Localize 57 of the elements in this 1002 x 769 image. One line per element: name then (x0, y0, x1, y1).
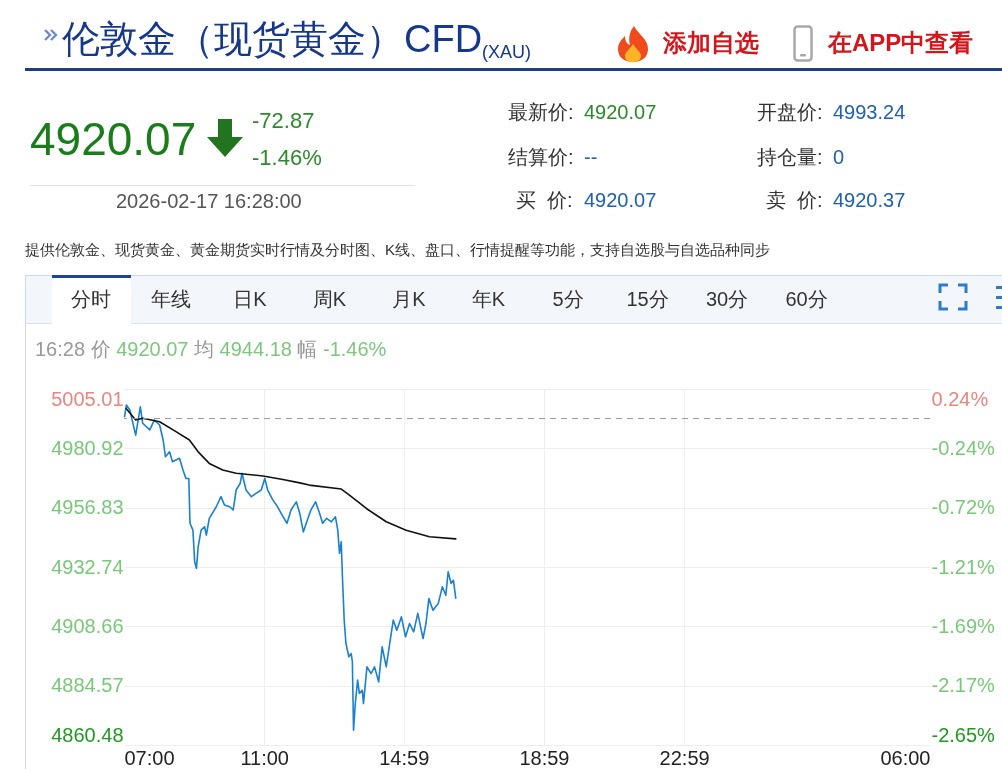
x-tick-label: 11:00 (240, 746, 289, 769)
text: 幅 (297, 338, 318, 360)
text: 4944.18 (219, 338, 292, 360)
y2-tick-label: -2.17% (931, 674, 996, 697)
y-tick-label: 5005.01 (51, 387, 124, 410)
text: 结算价: (508, 145, 574, 169)
text: 60分 (784, 287, 829, 311)
text: 伦敦金（现货黄金）CFD$_{(XAU)}$ (62, 17, 532, 63)
text: -1.46% (252, 144, 322, 172)
text: 30分 (704, 287, 750, 311)
text: 4920.07 (584, 188, 657, 212)
text: 在APP中查看 (828, 28, 974, 58)
text: 16:28 (35, 338, 86, 360)
text: 2026-02-17 16:28:00 (116, 189, 302, 213)
y2-tick-label: -0.24% (931, 436, 996, 459)
x-tick-label: 22:59 (659, 746, 710, 769)
text: 持仓量: (757, 145, 823, 169)
y-tick-label: 4884.57 (51, 674, 124, 697)
text: 4920.07 (30, 112, 197, 168)
text: 15分 (625, 287, 670, 311)
text: -1.46% (323, 338, 387, 360)
text: 买 价: (516, 188, 573, 212)
x-tick-label: 18:59 (519, 746, 570, 769)
x-tick-label: 06:00 (880, 746, 931, 769)
text: 年线 (149, 287, 192, 311)
text: 0 (833, 145, 845, 169)
text: 价 (90, 338, 111, 360)
text: 5分 (551, 287, 585, 311)
text: 周K (311, 287, 348, 311)
y-tick-label: 4908.66 (51, 614, 124, 637)
text: -72.87 (252, 107, 315, 135)
x-tick-label: 14:59 (379, 746, 430, 769)
y-tick-label: 4932.74 (51, 555, 124, 578)
text: 4920.07 (116, 338, 189, 360)
text: 4993.24 (833, 100, 906, 124)
y2-tick-label: -0.72% (931, 495, 996, 518)
text: 4920.37 (833, 188, 906, 212)
y-tick-label: 4980.92 (51, 436, 124, 459)
y-tick-label: 4860.48 (51, 723, 124, 746)
text: 提供伦敦金、现货黄金、黄金期货实时行情及分时图、K线、盘口、行情提醒等功能，支持自选股与自选品种同步 (25, 241, 771, 259)
text: 4920.07 (584, 100, 657, 124)
text: 日K (232, 287, 268, 311)
y2-tick-label: -2.65% (931, 723, 996, 746)
text: 添加自选 (663, 28, 759, 58)
y2-tick-label: 0.24% (931, 387, 989, 410)
text: 分时 (70, 287, 112, 311)
y2-tick-label: -1.21% (931, 556, 996, 579)
y2-tick-label: -1.69% (931, 615, 996, 638)
text: 年K (470, 287, 507, 311)
text: 卖 价: (766, 188, 823, 212)
x-tick-label: 07:00 (124, 746, 175, 769)
text: 最新价: (508, 100, 574, 124)
text: -- (584, 145, 598, 169)
text: 开盘价: (757, 100, 823, 124)
text: 均 (194, 338, 215, 360)
y-tick-label: 4956.83 (51, 496, 124, 519)
text: 月K (391, 287, 427, 311)
